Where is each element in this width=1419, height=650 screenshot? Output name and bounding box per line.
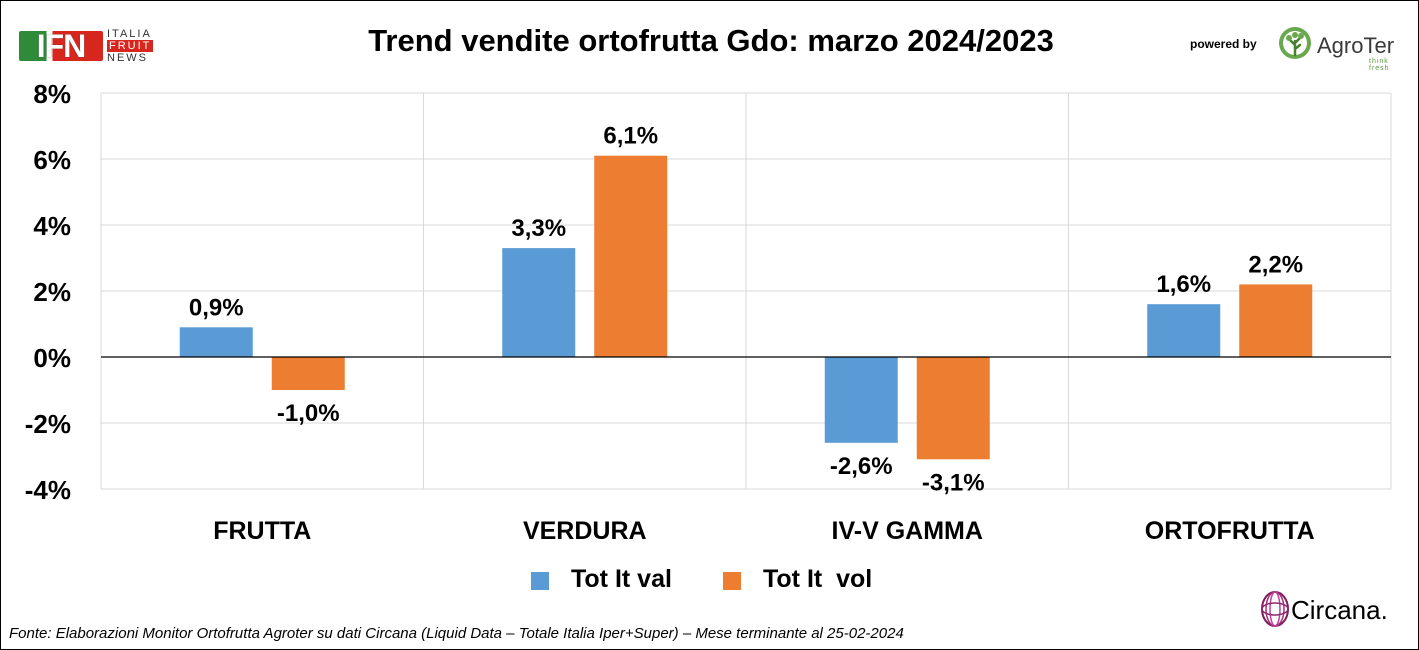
agroter-logo: AgroTer think fresh [1277,25,1407,72]
agroter-name: AgroTer [1317,33,1395,58]
y-tick-label: 8% [33,79,71,109]
circana-logo: Circana. [1259,587,1419,631]
x-tick-label: FRUTTA [213,517,311,545]
data-label: -2,6% [830,453,893,480]
data-label: 6,1% [603,123,658,150]
y-tick-label: 6% [33,145,71,175]
data-label: 3,3% [511,215,566,242]
ifn-logo-line2: FRUIT [107,40,154,52]
powered-by-label: powered by [1190,37,1257,51]
ifn-logo-badge [19,31,103,61]
bar-val-0 [179,327,253,357]
bar-vol-2 [916,357,990,460]
x-tick-label: VERDURA [523,517,647,545]
legend-swatch-vol [723,572,741,590]
data-label: -3,1% [922,469,985,496]
bar-vol-1 [594,155,668,357]
y-tick-label: 4% [33,211,71,241]
agroter-tagline: think fresh [1369,58,1390,72]
ifn-logo-words: ITALIA FRUIT NEWS [107,28,177,64]
legend-label-val: Tot It val [571,565,672,593]
bar-vol-3 [1239,284,1313,357]
ifn-logo: IFN ITALIA FRUIT NEWS [19,27,169,67]
legend-label-vol: Tot It vol [763,565,873,593]
legend-swatch-val [531,572,549,590]
ifn-logo-line1: ITALIA [107,28,152,40]
source-footnote: Fonte: Elaborazioni Monitor Ortofrutta A… [9,625,904,642]
ifn-logo-line3: NEWS [107,52,148,64]
y-tick-label: -4% [25,475,71,505]
x-tick-label: IV-V GAMMA [832,517,983,545]
ifn-logo-letters: IFN [36,28,87,64]
data-label: 1,6% [1156,271,1211,298]
bar-chart: 8% 6% 4% 2% 0% -2% -4% 0,9% -1,0% FRUTTA 3,3% 6,1% V… [25,79,1392,545]
circana-name: Circana. [1291,595,1388,625]
y-tick-label: 2% [33,277,71,307]
bar-val-3 [1147,304,1221,357]
y-tick-label: 0% [33,343,71,373]
x-tick-label: ORTOFRUTTA [1145,517,1315,545]
data-label: 2,2% [1248,251,1303,278]
chart-title: Trend vendite ortofrutta Gdo: marzo 2024… [368,23,1054,58]
data-label: 0,9% [189,294,244,321]
agroter-tree-icon [1279,27,1311,59]
y-tick-label: -2% [25,409,71,439]
data-label: -1,0% [277,400,340,427]
circana-ring-icon [1261,591,1289,627]
bar-val-2 [824,357,898,443]
bar-vol-0 [271,357,345,390]
bar-val-1 [502,248,576,357]
